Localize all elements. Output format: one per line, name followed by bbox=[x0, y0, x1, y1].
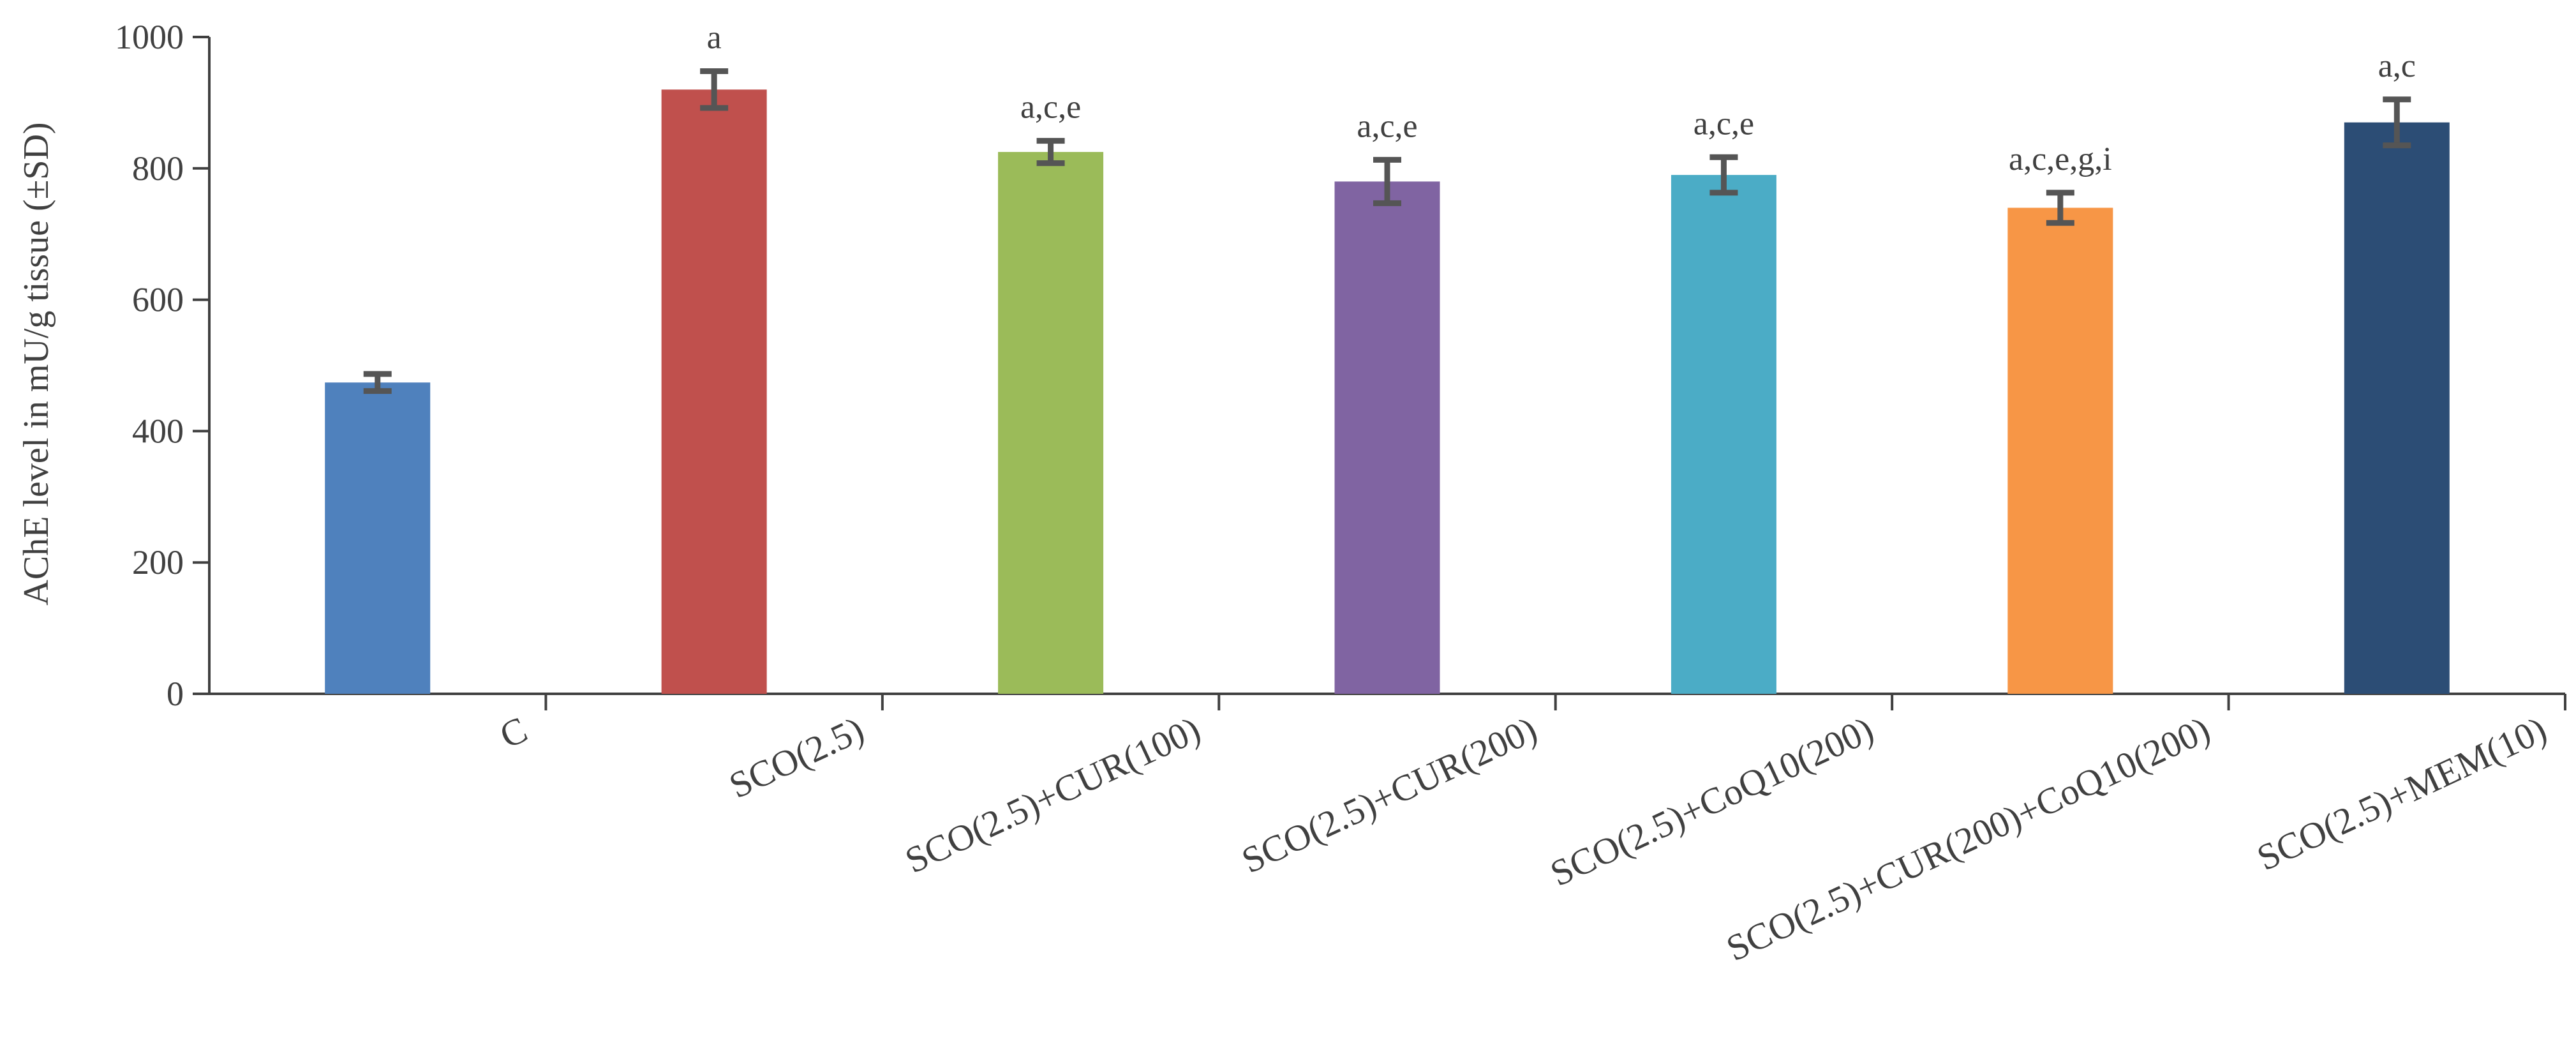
bar bbox=[998, 152, 1104, 694]
significance-label: a bbox=[707, 20, 722, 56]
y-tick-label: 1000 bbox=[115, 18, 184, 56]
bar bbox=[1671, 175, 1776, 694]
x-tick-labels: C SCO(2.5) SCO(2.5)+CUR(100) SCO(2.5)+CUR(2… bbox=[493, 708, 2552, 970]
x-tick-label: C bbox=[493, 708, 533, 756]
y-tick-label: 600 bbox=[132, 281, 184, 319]
significance-label: a,c,e bbox=[1020, 89, 1081, 126]
bar bbox=[2344, 122, 2450, 694]
x-tick-label: SCO(2.5)+CUR(200) bbox=[1235, 708, 1543, 881]
significance-label: a,c,e bbox=[1357, 108, 1417, 144]
significance-labels: a a,c,e a,c,e a,c,e a,c,e,g,i a,c bbox=[707, 20, 2416, 177]
significance-label: a,c bbox=[2378, 48, 2416, 84]
x-tick-label: SCO(2.5)+MEM(10) bbox=[2251, 708, 2552, 879]
bars bbox=[325, 89, 2450, 694]
bar bbox=[1334, 181, 1440, 694]
significance-label: a,c,e,g,i bbox=[2009, 141, 2112, 177]
y-axis-title: AChE level in mU/g tissue (±SD) bbox=[17, 122, 56, 605]
bar bbox=[2007, 207, 2113, 694]
y-tick-label: 200 bbox=[132, 543, 184, 581]
bar bbox=[661, 89, 767, 694]
y-tick-labels: 0 200 400 600 800 1000 bbox=[115, 18, 184, 713]
bar bbox=[325, 382, 431, 694]
y-tick-label: 400 bbox=[132, 412, 184, 450]
x-tick-label: SCO(2.5)+CUR(100) bbox=[899, 708, 1207, 881]
significance-label: a,c,e bbox=[1694, 105, 1754, 142]
y-tick-label: 800 bbox=[132, 149, 184, 188]
x-tick-label: SCO(2.5) bbox=[723, 708, 870, 807]
x-tick-label: SCO(2.5)+CoQ10(200) bbox=[1544, 708, 1880, 894]
error-bars bbox=[363, 68, 2411, 394]
y-tick-label: 0 bbox=[167, 675, 184, 713]
